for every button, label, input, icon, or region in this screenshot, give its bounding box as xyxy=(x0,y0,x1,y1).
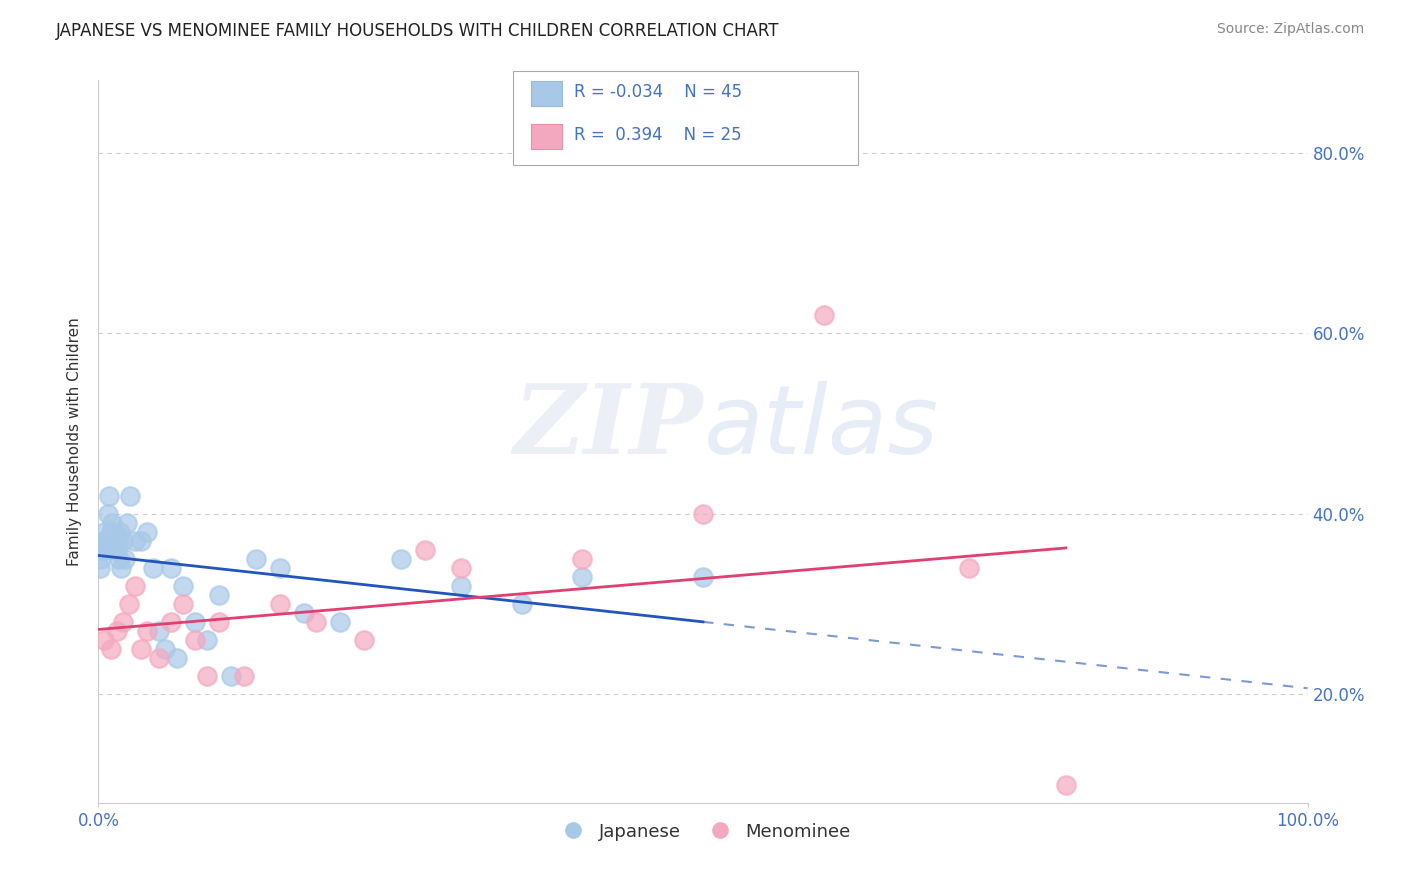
Point xyxy=(195,669,218,683)
Point xyxy=(107,533,129,548)
Point xyxy=(957,561,980,575)
Point xyxy=(100,642,122,657)
Y-axis label: Family Households with Children: Family Households with Children xyxy=(67,318,83,566)
Point xyxy=(221,669,243,683)
Point xyxy=(692,570,714,584)
Point xyxy=(172,597,194,611)
Point xyxy=(108,524,131,539)
Point xyxy=(111,533,134,548)
Point xyxy=(148,624,170,639)
Point xyxy=(166,651,188,665)
Text: R =  0.394    N = 25: R = 0.394 N = 25 xyxy=(574,126,741,144)
Point xyxy=(124,533,146,548)
Point xyxy=(813,308,835,322)
Point xyxy=(114,552,136,566)
Point xyxy=(105,542,128,557)
Point xyxy=(160,561,183,575)
Text: R = -0.034    N = 45: R = -0.034 N = 45 xyxy=(574,83,742,101)
Point xyxy=(93,633,115,648)
Point xyxy=(195,633,218,648)
Point xyxy=(110,561,132,575)
Point xyxy=(184,615,207,630)
Point xyxy=(117,516,139,530)
Point xyxy=(118,597,141,611)
Point xyxy=(90,552,112,566)
Point xyxy=(104,524,127,539)
Point xyxy=(135,624,157,639)
Point xyxy=(208,588,231,602)
Point xyxy=(94,542,117,557)
Point xyxy=(96,533,118,548)
Point xyxy=(353,633,375,648)
Point xyxy=(108,552,131,566)
Point xyxy=(89,561,111,575)
Point xyxy=(129,533,152,548)
Point xyxy=(450,561,472,575)
Point xyxy=(305,615,328,630)
Point xyxy=(692,507,714,521)
Point xyxy=(105,624,128,639)
Legend: Japanese, Menominee: Japanese, Menominee xyxy=(548,815,858,848)
Point xyxy=(91,533,114,548)
Point xyxy=(98,489,121,503)
Point xyxy=(148,651,170,665)
Text: JAPANESE VS MENOMINEE FAMILY HOUSEHOLDS WITH CHILDREN CORRELATION CHART: JAPANESE VS MENOMINEE FAMILY HOUSEHOLDS … xyxy=(56,22,780,40)
Point xyxy=(329,615,352,630)
Point xyxy=(269,561,291,575)
Point xyxy=(172,579,194,593)
Point xyxy=(91,542,114,557)
Point xyxy=(111,615,134,630)
Point xyxy=(1054,778,1077,792)
Point xyxy=(101,542,124,557)
Text: Source: ZipAtlas.com: Source: ZipAtlas.com xyxy=(1216,22,1364,37)
Point xyxy=(510,597,533,611)
Point xyxy=(103,533,125,548)
Point xyxy=(245,552,267,566)
Point xyxy=(160,615,183,630)
Point xyxy=(571,552,593,566)
Point xyxy=(129,642,152,657)
Point xyxy=(232,669,254,683)
Point xyxy=(269,597,291,611)
Point xyxy=(142,561,165,575)
Point xyxy=(292,606,315,620)
Point xyxy=(124,579,146,593)
Point xyxy=(389,552,412,566)
Point xyxy=(413,542,436,557)
Point xyxy=(571,570,593,584)
Text: ZIP: ZIP xyxy=(513,380,703,474)
Point xyxy=(153,642,176,657)
Point xyxy=(208,615,231,630)
Text: atlas: atlas xyxy=(703,381,938,474)
Point xyxy=(97,507,120,521)
Point xyxy=(184,633,207,648)
Point xyxy=(450,579,472,593)
Point xyxy=(100,516,122,530)
Point xyxy=(100,524,122,539)
Point xyxy=(135,524,157,539)
Point xyxy=(93,524,115,539)
Point xyxy=(118,489,141,503)
